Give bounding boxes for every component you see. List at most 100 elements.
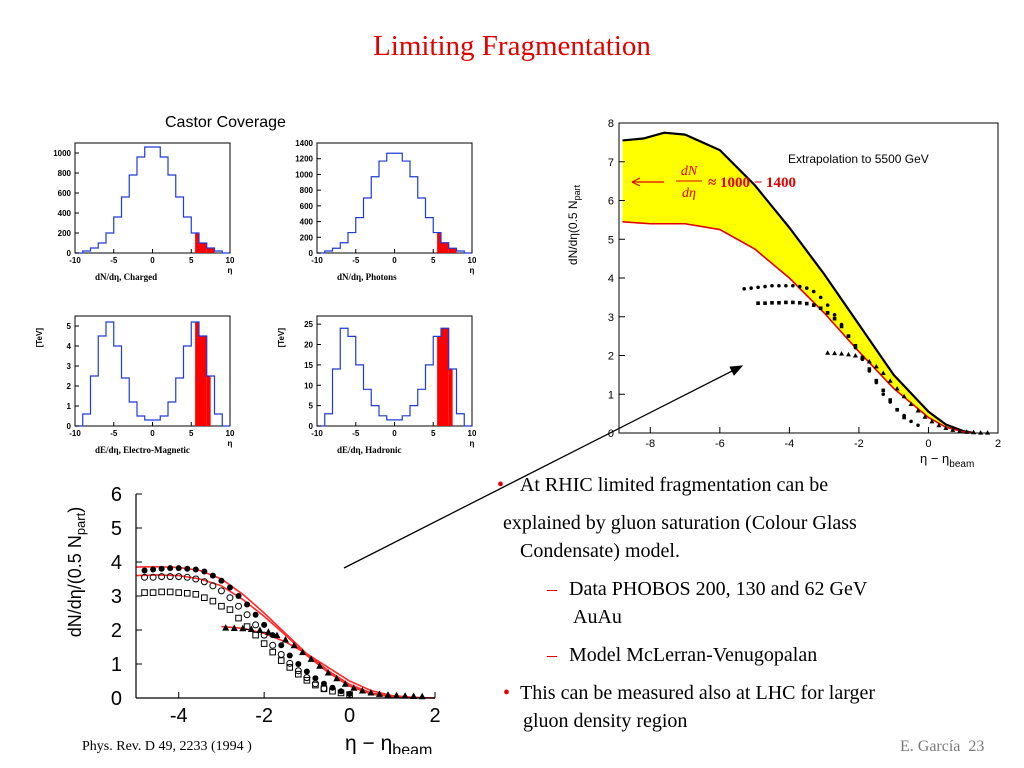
y-tick-label: 0 xyxy=(67,422,72,431)
x-tick-label: 5 xyxy=(189,429,194,438)
data-point xyxy=(192,591,200,598)
data-point xyxy=(350,684,358,691)
y-axis-label-main: dN/dη/(0.5 N xyxy=(65,535,85,637)
x-tick-label: 0 xyxy=(392,429,397,438)
y-tick-label: 7 xyxy=(608,157,614,169)
y-axis-label-sub: part xyxy=(73,512,88,535)
x-unit-label: η xyxy=(470,266,475,275)
data-point xyxy=(839,324,844,329)
x-tick-label: -8 xyxy=(645,438,655,450)
x-axis-label: dN/dη, Photons xyxy=(337,272,397,282)
data-point xyxy=(320,685,328,693)
data-point xyxy=(141,589,148,596)
x-tick-label: -6 xyxy=(715,438,725,450)
bullet-marker: • xyxy=(503,682,511,704)
data-point xyxy=(867,367,872,371)
data-point xyxy=(798,301,802,305)
data-point xyxy=(943,425,949,430)
data-point xyxy=(201,568,208,575)
bullet-1-line-2: explained by gluon saturation (Colour Gl… xyxy=(503,512,857,534)
y-tick-label: 5 xyxy=(608,234,614,246)
formula-numerator: dN xyxy=(681,164,698,179)
data-point xyxy=(770,283,774,288)
data-point xyxy=(853,344,858,348)
data-point xyxy=(201,594,208,602)
data-point xyxy=(845,351,851,357)
y-tick-label: 4 xyxy=(608,273,614,285)
data-point xyxy=(175,573,183,581)
data-point xyxy=(235,614,242,622)
y-tick-label: 3 xyxy=(608,312,614,324)
y-tick-label: 8 xyxy=(608,118,614,130)
data-point xyxy=(811,289,816,294)
y-tick-label: 3 xyxy=(67,362,72,371)
data-point xyxy=(320,680,327,687)
y-tick-label: 6 xyxy=(111,484,122,506)
data-point xyxy=(184,565,191,572)
data-point xyxy=(358,687,366,694)
y-tick-label: 1400 xyxy=(295,139,313,148)
data-point xyxy=(286,652,293,659)
data-point xyxy=(887,378,893,383)
x-tick-label: -10 xyxy=(311,429,323,438)
upper-bound-line xyxy=(622,131,974,435)
slide-footer: E. García 23 xyxy=(900,738,984,756)
x-tick-label: -2 xyxy=(255,705,273,727)
data-point xyxy=(282,636,289,643)
x-tick-label: -10 xyxy=(311,256,323,265)
y-axis-unit: [TeV] xyxy=(35,328,44,348)
highlight-bar xyxy=(448,248,457,253)
histogram-hadronic: -10 -5 0 5 10 0 5 10 15 20 25 η dE/dη, Hadronic [TeV] xyxy=(277,315,477,455)
data-point xyxy=(384,691,392,698)
y-tick-label: 0 xyxy=(309,249,314,258)
x-tick-label: 5 xyxy=(431,429,436,438)
y-tick-label: 200 xyxy=(58,229,72,238)
data-point xyxy=(286,664,294,671)
data-point xyxy=(290,641,298,649)
data-point xyxy=(818,306,823,311)
x-tick-label: 10 xyxy=(226,429,235,438)
sub-bullet-text: Data PHOBOS 200, 130 and 62 GeV xyxy=(569,578,868,600)
data-point xyxy=(825,311,830,315)
data-point xyxy=(393,691,401,699)
y-tick-label: 400 xyxy=(300,218,314,227)
x-tick-label: -10 xyxy=(69,429,81,438)
data-point xyxy=(763,301,767,305)
x-axis-label-sub: beam xyxy=(949,459,974,470)
data-point xyxy=(226,594,234,602)
highlight-bar xyxy=(437,232,441,253)
x-tick-label: 10 xyxy=(468,429,477,438)
y-tick-label: 800 xyxy=(300,186,314,195)
data-point xyxy=(324,669,332,676)
x-tick-label: -5 xyxy=(110,429,118,438)
formula-value: ≈ 1000 − 1400 xyxy=(708,175,796,191)
y-tick-label: 1 xyxy=(608,389,614,401)
data-point xyxy=(312,681,319,689)
data-point xyxy=(243,623,251,630)
data-point xyxy=(957,428,963,434)
data-point xyxy=(209,597,217,605)
data-point xyxy=(846,334,851,338)
x-axis-label: dE/dη, Hadronic xyxy=(337,445,401,455)
data-point xyxy=(269,641,277,649)
data-point xyxy=(818,295,823,300)
data-point xyxy=(209,572,216,579)
data-point xyxy=(866,358,872,364)
x-tick-label: 0 xyxy=(150,429,155,438)
data-point xyxy=(303,668,310,675)
data-point xyxy=(756,285,760,290)
y-axis-label-sub: part xyxy=(572,184,582,200)
data-point xyxy=(909,419,913,424)
data-point xyxy=(149,573,157,581)
highlight-bar xyxy=(441,242,449,253)
data-point xyxy=(375,690,383,697)
x-tick-label: 0 xyxy=(150,256,155,265)
histogram-line xyxy=(75,146,230,254)
x-tick-label: 0 xyxy=(344,705,355,727)
data-point xyxy=(839,351,845,356)
y-tick-label: 20 xyxy=(304,341,313,350)
data-point xyxy=(922,414,928,419)
y-tick-label: 10 xyxy=(304,381,313,390)
y-tick-label: 25 xyxy=(304,320,313,329)
highlight-bar xyxy=(199,336,207,426)
